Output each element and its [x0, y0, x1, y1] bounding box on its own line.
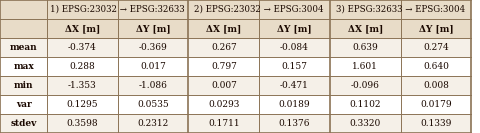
Text: max: max: [13, 62, 34, 71]
Text: -0.471: -0.471: [280, 81, 309, 90]
FancyBboxPatch shape: [189, 19, 259, 38]
Text: 0.0189: 0.0189: [279, 100, 311, 109]
Text: 0.797: 0.797: [211, 62, 237, 71]
FancyBboxPatch shape: [259, 57, 330, 76]
Text: min: min: [14, 81, 33, 90]
FancyBboxPatch shape: [47, 57, 118, 76]
Text: -0.096: -0.096: [351, 81, 380, 90]
FancyBboxPatch shape: [118, 19, 189, 38]
FancyBboxPatch shape: [47, 114, 118, 133]
Text: 0.1711: 0.1711: [208, 119, 240, 128]
FancyBboxPatch shape: [0, 57, 47, 76]
FancyBboxPatch shape: [118, 95, 189, 114]
FancyBboxPatch shape: [400, 38, 471, 57]
Text: ΔX [m]: ΔX [m]: [65, 24, 100, 33]
FancyBboxPatch shape: [0, 19, 47, 38]
Text: ΔY [m]: ΔY [m]: [277, 24, 312, 33]
FancyBboxPatch shape: [400, 114, 471, 133]
Text: 0.267: 0.267: [211, 43, 237, 52]
Text: mean: mean: [10, 43, 37, 52]
Text: stdev: stdev: [11, 119, 37, 128]
FancyBboxPatch shape: [400, 57, 471, 76]
FancyBboxPatch shape: [189, 38, 259, 57]
FancyBboxPatch shape: [189, 76, 259, 95]
Text: 2) EPSG:23032 → EPSG:3004: 2) EPSG:23032 → EPSG:3004: [194, 5, 324, 14]
FancyBboxPatch shape: [189, 95, 259, 114]
Text: 0.1102: 0.1102: [349, 100, 381, 109]
Text: ΔY [m]: ΔY [m]: [419, 24, 453, 33]
FancyBboxPatch shape: [330, 114, 400, 133]
FancyBboxPatch shape: [400, 19, 471, 38]
FancyBboxPatch shape: [400, 76, 471, 95]
Text: 1.601: 1.601: [352, 62, 378, 71]
FancyBboxPatch shape: [330, 95, 400, 114]
FancyBboxPatch shape: [0, 38, 47, 57]
Text: 0.157: 0.157: [282, 62, 308, 71]
FancyBboxPatch shape: [118, 114, 189, 133]
Text: ΔX [m]: ΔX [m]: [206, 24, 241, 33]
FancyBboxPatch shape: [118, 57, 189, 76]
Text: 0.3320: 0.3320: [349, 119, 381, 128]
Text: 0.1376: 0.1376: [279, 119, 310, 128]
Text: 0.3598: 0.3598: [67, 119, 98, 128]
FancyBboxPatch shape: [259, 38, 330, 57]
Text: 0.1295: 0.1295: [67, 100, 98, 109]
FancyBboxPatch shape: [47, 95, 118, 114]
FancyBboxPatch shape: [47, 19, 118, 38]
Text: ΔX [m]: ΔX [m]: [348, 24, 383, 33]
FancyBboxPatch shape: [47, 38, 118, 57]
Text: 3) EPSG:32633 → EPSG:3004: 3) EPSG:32633 → EPSG:3004: [336, 5, 465, 14]
Text: -0.084: -0.084: [280, 43, 309, 52]
FancyBboxPatch shape: [330, 76, 400, 95]
Text: 1) EPSG:23032 → EPSG:32633: 1) EPSG:23032 → EPSG:32633: [50, 5, 185, 14]
FancyBboxPatch shape: [118, 76, 189, 95]
Text: 0.0179: 0.0179: [420, 100, 452, 109]
FancyBboxPatch shape: [259, 95, 330, 114]
FancyBboxPatch shape: [330, 0, 471, 19]
Text: 0.639: 0.639: [352, 43, 378, 52]
FancyBboxPatch shape: [259, 76, 330, 95]
Text: var: var: [16, 100, 31, 109]
FancyBboxPatch shape: [259, 114, 330, 133]
FancyBboxPatch shape: [118, 38, 189, 57]
FancyBboxPatch shape: [0, 95, 47, 114]
FancyBboxPatch shape: [189, 57, 259, 76]
FancyBboxPatch shape: [330, 19, 400, 38]
Text: 0.288: 0.288: [70, 62, 96, 71]
Text: 0.008: 0.008: [423, 81, 449, 90]
Text: -0.374: -0.374: [68, 43, 97, 52]
Text: -1.086: -1.086: [139, 81, 168, 90]
FancyBboxPatch shape: [0, 0, 47, 19]
Text: 0.0535: 0.0535: [137, 100, 169, 109]
FancyBboxPatch shape: [47, 0, 189, 19]
Text: 0.274: 0.274: [423, 43, 449, 52]
Text: 0.2312: 0.2312: [138, 119, 169, 128]
Text: ΔY [m]: ΔY [m]: [136, 24, 170, 33]
FancyBboxPatch shape: [330, 38, 400, 57]
FancyBboxPatch shape: [259, 19, 330, 38]
FancyBboxPatch shape: [189, 114, 259, 133]
FancyBboxPatch shape: [0, 114, 47, 133]
Text: -0.369: -0.369: [139, 43, 168, 52]
Text: -1.353: -1.353: [68, 81, 97, 90]
Text: 0.1339: 0.1339: [420, 119, 452, 128]
FancyBboxPatch shape: [47, 76, 118, 95]
Text: 0.640: 0.640: [423, 62, 449, 71]
Text: 0.007: 0.007: [211, 81, 237, 90]
FancyBboxPatch shape: [330, 57, 400, 76]
FancyBboxPatch shape: [0, 76, 47, 95]
Text: 0.017: 0.017: [140, 62, 166, 71]
FancyBboxPatch shape: [400, 95, 471, 114]
FancyBboxPatch shape: [189, 0, 330, 19]
Text: 0.0293: 0.0293: [208, 100, 240, 109]
